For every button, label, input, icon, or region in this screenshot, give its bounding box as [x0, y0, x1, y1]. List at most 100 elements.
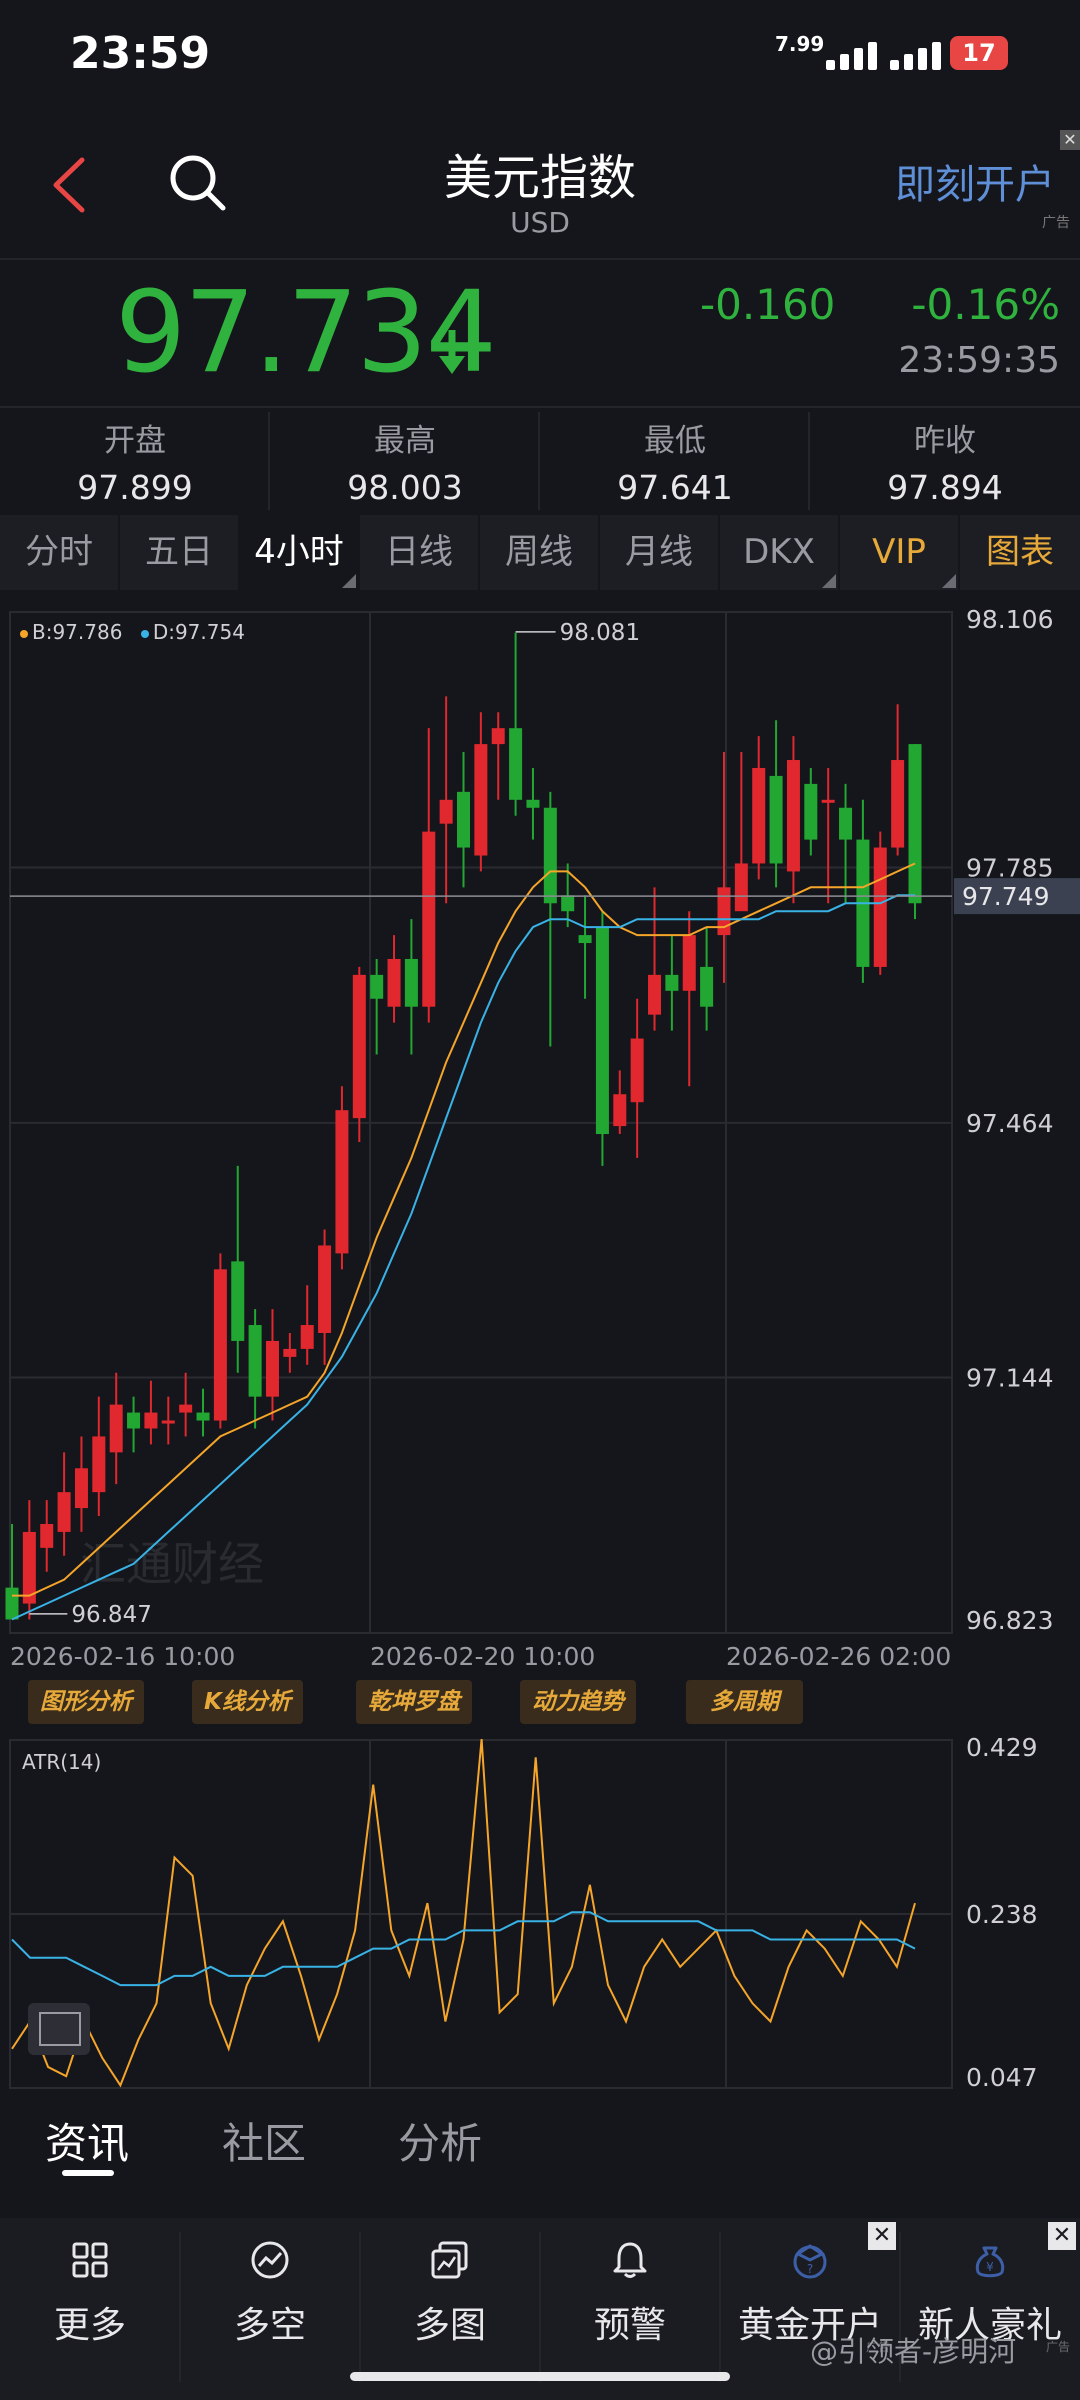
gift-bag-icon: ¥ — [975, 2246, 1005, 2278]
high-marker-label: 98.081 — [560, 620, 640, 646]
divider — [0, 406, 1080, 408]
multi-chart-icon — [431, 2241, 468, 2279]
down-arrow-icon — [439, 330, 465, 374]
candle — [734, 863, 748, 912]
y-tick-label: 96.823 — [966, 1606, 1053, 1635]
multi-chart-button[interactable]: 多图 — [360, 2218, 540, 2400]
y-tick-label: 98.106 — [966, 605, 1053, 634]
gold-account-button[interactable]: ? 黄金开户 — [720, 2218, 900, 2400]
status-bar: 23:59 7.99 17 — [0, 0, 1080, 110]
legend-d: D:97.754 — [152, 620, 245, 644]
current-price-badge — [954, 878, 1080, 915]
close-ad-icon[interactable]: ✕ — [1048, 2222, 1076, 2250]
candle — [265, 1340, 279, 1397]
y-tick-label: 0.047 — [966, 2063, 1038, 2092]
candle — [335, 1110, 349, 1254]
candle — [526, 799, 540, 808]
legend-dot-d — [140, 629, 149, 638]
candle — [630, 1038, 644, 1103]
ad-label: 广告 — [866, 2340, 891, 2354]
tab-minute[interactable]: 分时 — [25, 532, 93, 572]
open-account-ad-button[interactable]: 即刻开户 — [895, 162, 1055, 208]
pattern-analysis-button[interactable]: 图形分析 — [28, 1680, 144, 1724]
candle — [873, 847, 887, 967]
candle — [57, 1492, 71, 1532]
x-tick-label: 2026-02-26 02:00 — [726, 1642, 952, 1671]
tab-4h[interactable]: 4小时 — [240, 515, 358, 590]
home-indicator[interactable] — [350, 2372, 730, 2381]
tab-vip[interactable]: VIP — [840, 515, 958, 590]
signal-icon — [890, 38, 952, 70]
candle — [752, 767, 766, 864]
candle — [700, 966, 714, 1007]
atr-chart[interactable]: 0.429 0.238 0.047 ATR(14) — [0, 1735, 1080, 2095]
divider — [268, 412, 270, 510]
tab-analysis[interactable]: 分析 — [398, 2119, 483, 2168]
candle — [543, 807, 557, 904]
candle — [179, 1404, 193, 1413]
tab-five-day[interactable]: 五日 — [145, 532, 213, 572]
long-short-label: 多空 — [233, 2305, 306, 2346]
search-icon[interactable] — [165, 150, 230, 215]
candlestick-chart[interactable]: 98.106 97.785 97.464 97.144 96.823 汇通财经 97.749… — [0, 600, 1080, 1650]
stat-label: 昨收 — [914, 423, 976, 459]
close-ad-icon[interactable]: ✕ — [868, 2222, 896, 2250]
current-price: 97.734 — [115, 268, 497, 398]
tab-monthly[interactable]: 月线 — [625, 532, 693, 572]
compass-button[interactable]: 乾坤罗盘 — [356, 1680, 472, 1724]
multi-period-button[interactable]: 多周期 — [686, 1680, 803, 1724]
candle — [213, 1269, 227, 1421]
tab-weekly[interactable]: 周线 — [505, 532, 573, 572]
network-speed: 7.99 — [775, 32, 825, 56]
candle — [682, 935, 696, 991]
y-tick-label: 0.238 — [966, 1900, 1038, 1929]
more-button[interactable]: 更多 — [0, 2218, 180, 2400]
newcomer-gift-label: 新人豪礼 — [917, 2305, 1062, 2346]
stat-low: 最低 97.641 — [540, 415, 810, 507]
alert-label: 预警 — [593, 2305, 666, 2346]
long-short-button[interactable]: 多空 — [180, 2218, 360, 2400]
current-price-label: 97.749 — [962, 882, 1049, 911]
tab-news[interactable]: 资讯 — [45, 2119, 130, 2168]
tab-daily[interactable]: 日线 — [385, 532, 453, 572]
candle — [439, 799, 453, 824]
candle — [74, 1468, 88, 1509]
candle — [648, 974, 662, 1015]
chart-settings-button[interactable]: 图表 — [986, 532, 1054, 572]
alert-button[interactable]: 预警 — [540, 2218, 720, 2400]
fullscreen-toggle-icon[interactable] — [28, 2003, 90, 2055]
candle — [283, 1348, 297, 1357]
ad-label: 广告 — [1046, 2340, 1071, 2354]
candle — [578, 935, 592, 944]
stat-label: 最低 — [644, 423, 706, 459]
candle — [231, 1261, 245, 1341]
stat-open: 开盘 97.899 — [0, 415, 270, 507]
stat-value: 98.003 — [347, 468, 463, 507]
atr-ma-line — [11, 1911, 916, 1987]
newcomer-gift-button[interactable]: ¥ 新人豪礼 — [900, 2218, 1080, 2400]
stat-value: 97.641 — [617, 468, 733, 507]
kline-analysis-button[interactable]: K线分析 — [192, 1680, 303, 1724]
candle — [387, 958, 401, 1007]
stat-prev-close: 昨收 97.894 — [810, 415, 1080, 507]
tab-community[interactable]: 社区 — [222, 2119, 307, 2168]
close-ad-icon[interactable]: ✕ — [1060, 130, 1080, 150]
candle — [5, 1587, 19, 1620]
momentum-trend-button[interactable]: 动力趋势 — [520, 1680, 636, 1724]
stat-value: 97.894 — [887, 468, 1003, 507]
tab-dkx[interactable]: DKX — [720, 515, 838, 590]
stat-value: 97.899 — [77, 468, 193, 507]
y-tick-label: 0.429 — [966, 1735, 1038, 1762]
chart-watermark: 汇通财经 — [80, 1537, 264, 1591]
candle — [422, 831, 436, 1007]
battery-icon: 17 — [950, 36, 1008, 70]
candle — [717, 887, 731, 936]
gold-account-label: 黄金开户 — [737, 2305, 882, 2346]
divider — [808, 412, 810, 510]
x-tick-label: 2026-02-20 10:00 — [370, 1642, 596, 1671]
signal-icon — [826, 38, 888, 70]
low-marker-label: 96.847 — [71, 1602, 151, 1628]
back-arrow-icon[interactable] — [44, 150, 94, 220]
candle — [196, 1412, 210, 1421]
active-tab-indicator — [62, 2170, 114, 2176]
